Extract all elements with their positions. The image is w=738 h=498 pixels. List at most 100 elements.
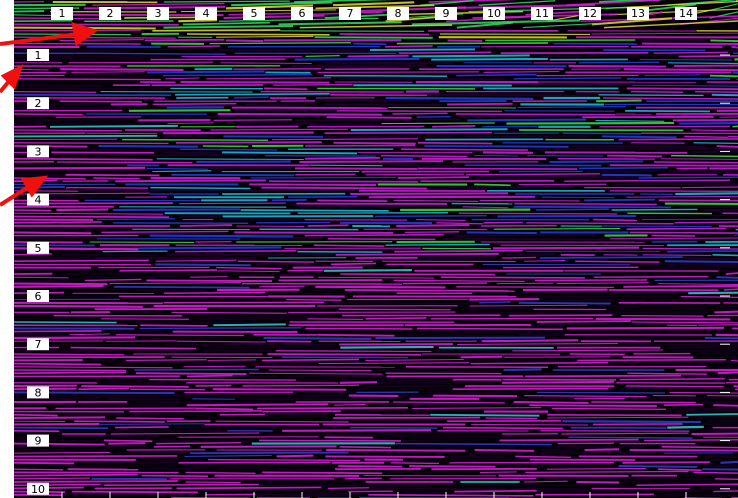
reflector (619, 377, 725, 381)
reflector (481, 339, 579, 343)
reflector (101, 230, 229, 234)
reflector (110, 432, 259, 435)
reflector (265, 155, 376, 157)
reflector (163, 291, 266, 294)
time-label: 3 (35, 145, 42, 158)
time-label-box (27, 49, 49, 61)
reflector (630, 397, 738, 400)
reflector (719, 269, 738, 273)
reflector (287, 269, 323, 272)
reflector (522, 22, 601, 29)
reflector (330, 262, 377, 266)
reflector (340, 345, 434, 349)
reflector (262, 358, 360, 362)
reflector (638, 176, 738, 179)
trace-label-box (291, 7, 313, 20)
reflector (307, 318, 364, 320)
reflector (714, 310, 738, 314)
reflector (467, 118, 587, 122)
reflector (625, 147, 738, 150)
reflector (13, 288, 133, 291)
reflector (457, 342, 619, 345)
reflector (135, 401, 295, 404)
reflector (13, 480, 178, 483)
reflector (13, 371, 126, 375)
reflector (469, 452, 536, 456)
reflector (259, 285, 305, 288)
reflector (182, 21, 270, 26)
arrow-shaft (0, 184, 32, 207)
reflector (591, 401, 696, 404)
reflector (113, 222, 249, 225)
time-label: 7 (35, 338, 42, 351)
reflector (339, 381, 378, 384)
reflector (305, 144, 416, 147)
reflector (13, 468, 64, 471)
reflector (333, 141, 416, 145)
reflector (285, 375, 387, 378)
reflector (211, 468, 276, 471)
reflector (13, 448, 118, 451)
reflector (213, 119, 293, 122)
reflector (474, 449, 535, 452)
reflector (329, 301, 474, 305)
reflector (183, 365, 246, 368)
reflector (376, 369, 498, 372)
reflector (142, 467, 210, 471)
trace-label-box (339, 7, 361, 20)
reflector (454, 489, 537, 493)
reflector (475, 176, 638, 180)
reflector (370, 48, 475, 51)
reflector (549, 160, 644, 163)
reflector (653, 161, 738, 164)
time-label-box (27, 145, 49, 158)
trace-label-box (99, 7, 121, 20)
reflector (147, 70, 265, 74)
reflector (144, 38, 225, 42)
reflector (398, 51, 492, 55)
reflector (207, 458, 361, 462)
trace-label: 1 (59, 7, 66, 20)
reflector (610, 362, 738, 365)
reflector (703, 458, 738, 462)
reflector (443, 426, 564, 430)
reflector (318, 362, 469, 365)
reflector (732, 125, 738, 128)
reflector (551, 407, 666, 411)
reflector (551, 298, 646, 302)
reflector (275, 350, 432, 353)
reflector (626, 87, 738, 91)
reflector (636, 483, 738, 486)
reflector (13, 318, 97, 321)
trace-label-box (579, 7, 601, 20)
reflector (400, 334, 515, 337)
reflector (175, 250, 296, 253)
reflector (242, 384, 359, 387)
reflector (680, 295, 738, 298)
reflector (122, 138, 269, 141)
reflector (222, 151, 358, 155)
reflector (256, 406, 408, 410)
reflector (109, 282, 242, 285)
reflector (13, 416, 106, 419)
reflector (412, 54, 530, 58)
reflector (190, 416, 329, 419)
reflector (286, 298, 342, 301)
reflector (305, 327, 413, 330)
reflector (307, 224, 349, 227)
reflector (653, 51, 728, 54)
reflector (356, 451, 459, 454)
reflector (669, 391, 738, 394)
reflector (216, 266, 282, 270)
arrows (0, 22, 99, 207)
reflector (13, 269, 111, 272)
reflector (447, 39, 483, 42)
reflector (216, 35, 314, 38)
reflector (525, 374, 681, 378)
reflector (13, 221, 102, 224)
reflector (114, 426, 169, 429)
reflector (116, 451, 189, 455)
trace-label: 6 (299, 7, 306, 20)
reflector (380, 154, 468, 158)
trace-label-box (435, 7, 457, 20)
